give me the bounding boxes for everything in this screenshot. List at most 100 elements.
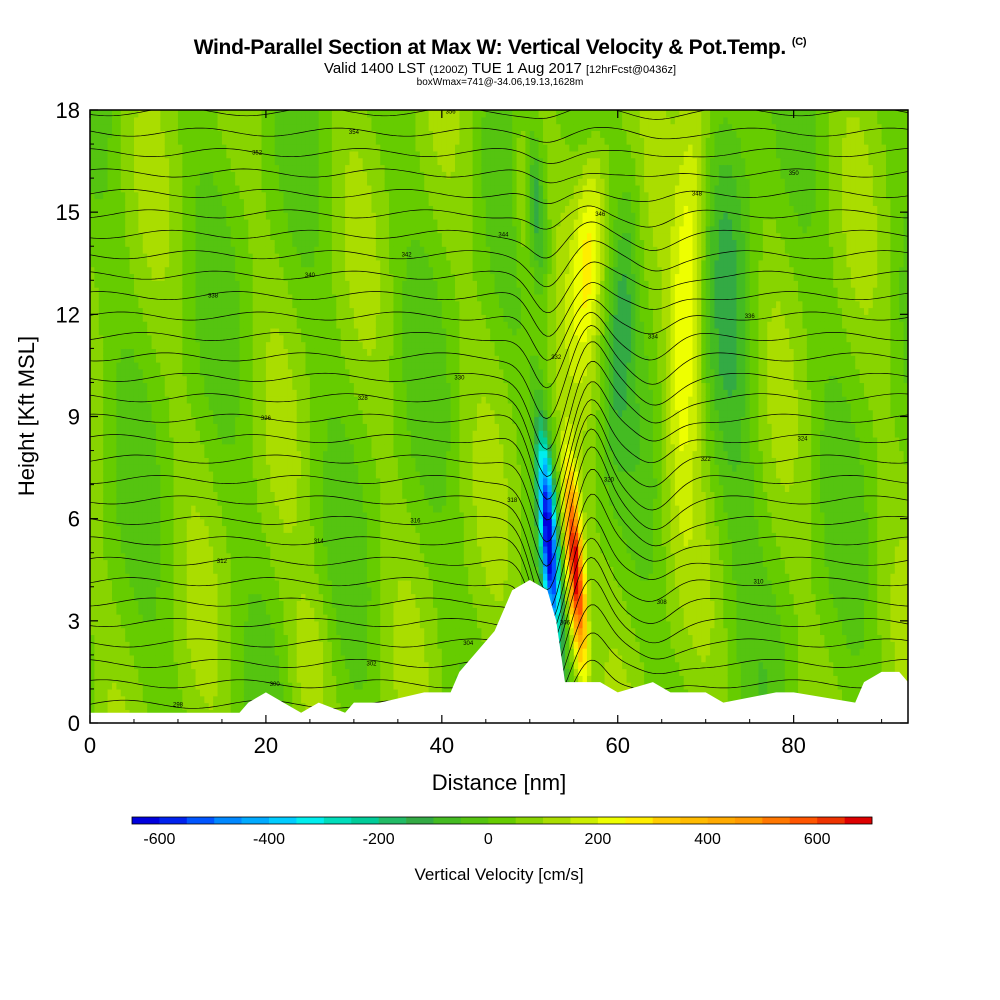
field-cell	[164, 178, 170, 186]
field-cell	[169, 287, 175, 295]
field-cell	[314, 144, 320, 152]
field-cell	[314, 498, 320, 506]
field-cell	[248, 532, 254, 540]
field-cell	[191, 239, 197, 247]
field-cell	[116, 375, 122, 384]
field-cell	[213, 123, 219, 132]
field-cell	[221, 620, 227, 629]
field-cell	[191, 430, 197, 438]
field-cell	[90, 702, 95, 710]
field-cell	[138, 688, 144, 697]
field-cell	[138, 232, 144, 241]
field-cell	[230, 661, 236, 670]
field-cell	[221, 532, 227, 540]
field-cell	[125, 266, 131, 275]
field-cell	[151, 389, 157, 397]
field-cell	[173, 232, 179, 241]
field-cell	[221, 436, 227, 445]
field-cell	[301, 198, 307, 206]
field-cell	[230, 505, 236, 513]
field-cell	[292, 396, 298, 404]
field-cell	[173, 362, 179, 370]
field-cell	[213, 654, 219, 663]
field-cell	[94, 178, 100, 186]
field-cell	[103, 382, 109, 390]
field-cell	[129, 137, 135, 145]
field-cell	[292, 675, 298, 683]
field-cell	[274, 566, 280, 574]
field-cell	[270, 253, 276, 261]
field-cell	[213, 362, 219, 370]
field-cell	[287, 484, 293, 493]
field-cell	[292, 205, 298, 213]
field-cell	[248, 300, 254, 309]
field-cell	[107, 579, 113, 588]
field-cell	[243, 314, 249, 322]
field-cell	[252, 573, 258, 581]
field-cell	[331, 579, 337, 588]
field-cell	[133, 423, 139, 431]
field-cell	[107, 654, 113, 663]
field-cell	[261, 334, 267, 343]
field-cell	[248, 409, 254, 418]
field-cell	[287, 579, 293, 588]
field-cell	[274, 573, 280, 581]
field-cell	[107, 293, 113, 302]
field-cell	[265, 164, 271, 172]
field-cell	[257, 607, 263, 615]
field-cell	[177, 702, 183, 710]
field-cell	[305, 389, 311, 397]
field-cell	[261, 246, 267, 254]
field-cell	[235, 402, 241, 411]
field-cell	[261, 273, 267, 281]
field-cell	[164, 593, 170, 601]
field-cell	[169, 695, 175, 704]
field-cell	[204, 511, 210, 520]
field-cell	[182, 130, 188, 138]
field-cell	[243, 355, 249, 363]
field-cell	[226, 396, 232, 404]
field-cell	[252, 300, 258, 309]
field-cell	[186, 191, 192, 200]
field-cell	[173, 661, 179, 670]
field-cell	[164, 150, 170, 159]
field-cell	[305, 539, 311, 547]
field-cell	[160, 273, 166, 281]
field-cell	[204, 110, 210, 118]
field-cell	[151, 355, 157, 363]
field-cell	[120, 525, 126, 533]
field-cell	[173, 539, 179, 547]
field-cell	[235, 389, 241, 397]
field-cell	[111, 212, 117, 220]
field-cell	[314, 566, 320, 574]
field-cell	[204, 443, 210, 452]
field-cell	[147, 552, 153, 561]
field-cell	[257, 457, 263, 465]
field-cell	[314, 688, 320, 697]
field-cell	[129, 307, 135, 315]
field-cell	[133, 184, 139, 193]
field-cell	[296, 409, 302, 418]
field-cell	[226, 191, 232, 200]
field-cell	[257, 614, 263, 622]
field-cell	[177, 246, 183, 254]
field-cell	[323, 484, 329, 493]
field-cell	[103, 627, 109, 636]
field-cell	[323, 559, 329, 567]
field-cell	[98, 280, 104, 288]
field-cell	[151, 457, 157, 465]
field-cell	[226, 532, 232, 540]
field-cell	[230, 443, 236, 452]
field-cell	[116, 484, 122, 493]
field-cell	[217, 259, 223, 268]
field-cell	[274, 307, 280, 315]
field-cell	[274, 620, 280, 629]
field-cell	[186, 484, 192, 493]
field-cell	[147, 539, 153, 547]
field-cell	[169, 280, 175, 288]
field-cell	[103, 464, 109, 472]
field-cell	[129, 300, 135, 309]
field-cell	[164, 539, 170, 547]
field-cell	[129, 464, 135, 472]
field-cell	[243, 593, 249, 601]
